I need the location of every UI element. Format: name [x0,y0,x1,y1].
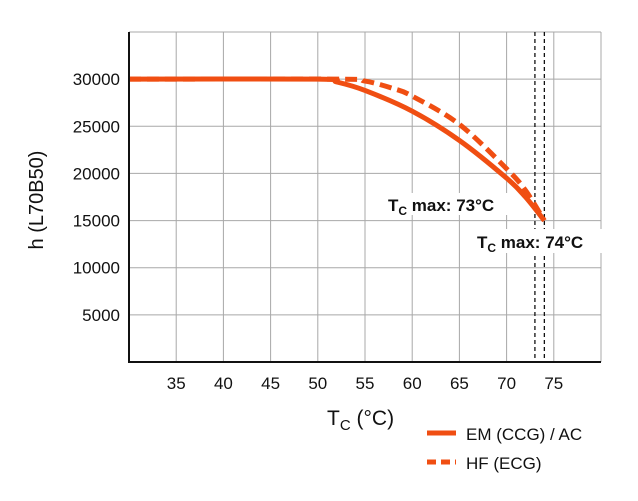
tick-labels: 35 40 45 50 55 60 65 70 75 5000 10000 15000 20000 250… [73,70,564,393]
annotation-74-main: T [477,233,488,252]
axes [128,32,601,363]
x-tick-label: 40 [214,374,233,393]
legend: EM (CCG) / AC HF (ECG) [427,425,582,473]
annotation-73-main: T [388,196,399,215]
x-axis-label-main: T [327,407,340,430]
x-tick-label: 70 [497,374,516,393]
x-tick-label: 60 [403,374,422,393]
annotation-73-rest: max: 73°C [407,196,494,215]
y-tick-label: 30000 [73,70,120,89]
y-tick-label: 20000 [73,164,120,183]
annotation-73: TC max: 73°C [384,193,516,218]
x-axis-label: TC (°C) [327,407,394,434]
x-tick-label: 65 [450,374,469,393]
legend-label-em: EM (CCG) / AC [466,425,582,444]
svg-text:TC max: 73°C: TC max: 73°C [388,196,494,218]
annotation-74-rest: max: 74°C [496,233,583,252]
x-axis-label-unit: (°C) [351,407,394,430]
series-line-hf [128,76,547,222]
y-tick-label: 10000 [73,259,120,278]
y-tick-label: 15000 [73,212,120,231]
x-axis-label-sub: C [340,417,351,434]
x-tick-label: 50 [308,374,327,393]
legend-item-em: EM (CCG) / AC [427,425,582,444]
x-tick-label: 45 [261,374,280,393]
x-tick-label: 55 [356,374,375,393]
x-tick-label: 35 [167,374,186,393]
legend-label-hf: HF (ECG) [466,454,542,473]
annotation-74: TC max: 74°C [474,229,608,255]
annotation-73-sub: C [398,204,407,218]
y-tick-label: 5000 [82,306,120,325]
reference-lines [534,32,546,362]
svg-text:TC max: 74°C: TC max: 74°C [477,233,583,255]
y-tick-label: 25000 [73,117,120,136]
series-group [128,76,547,223]
legend-item-hf: HF (ECG) [427,454,542,473]
x-tick-label: 75 [544,374,563,393]
annotation-74-sub: C [487,241,496,255]
y-axis-label: h (L70B50) [26,151,48,250]
